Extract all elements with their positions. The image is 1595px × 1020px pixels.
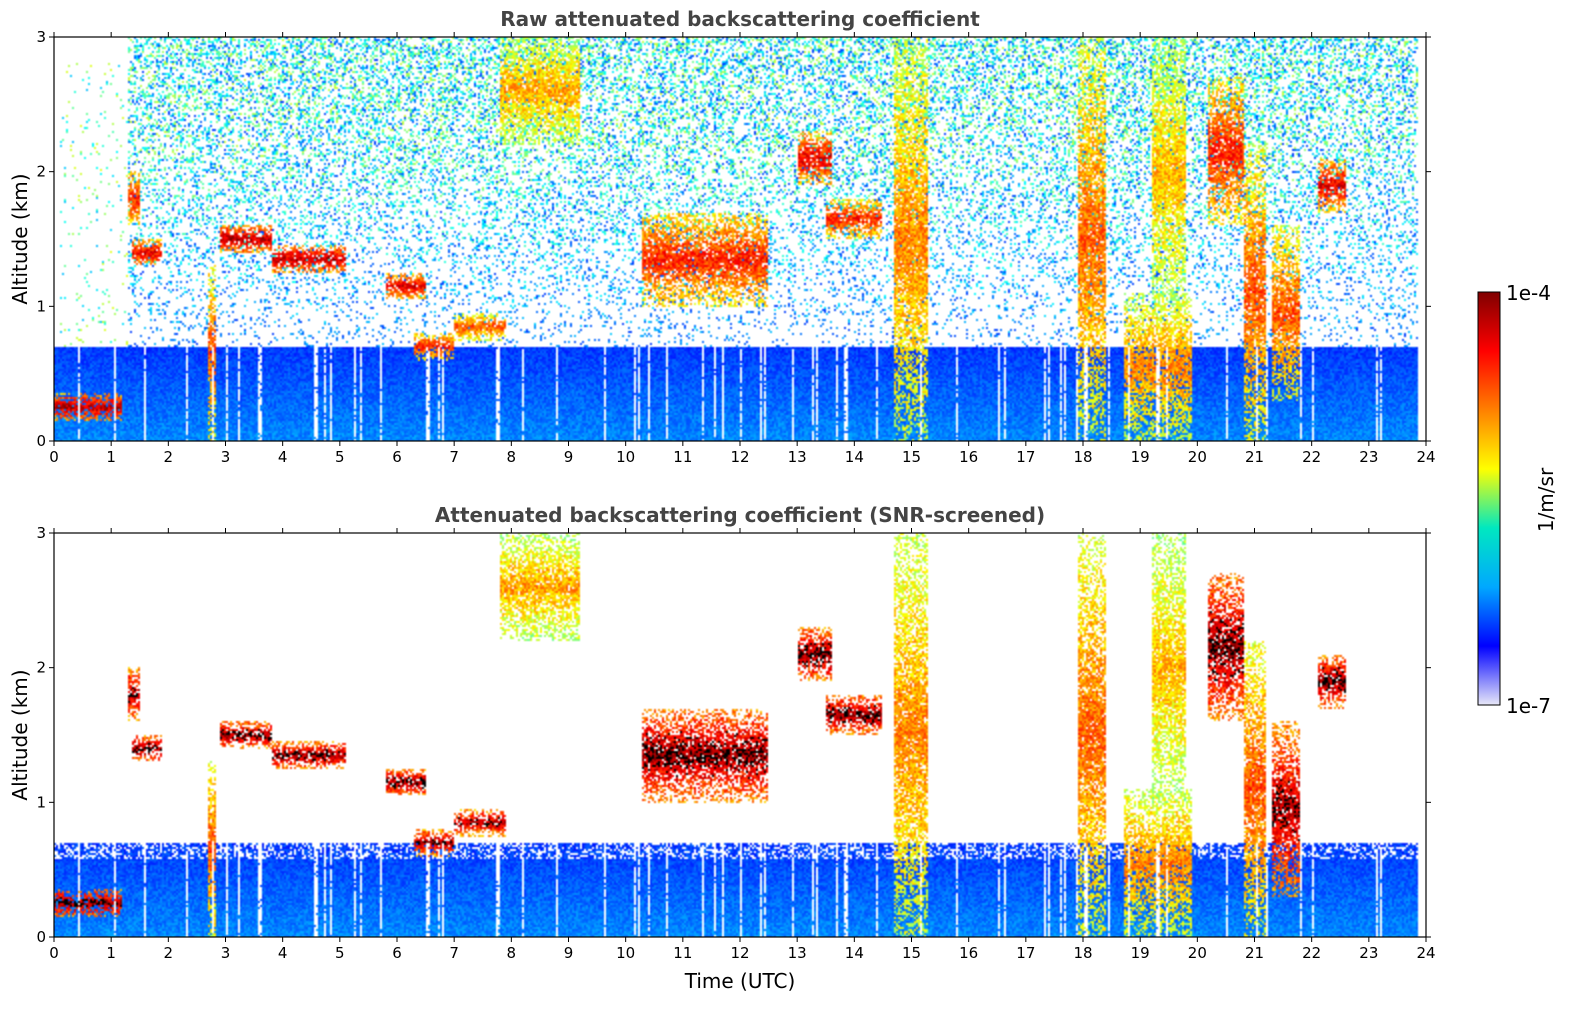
x-tick-label: 15	[902, 448, 921, 466]
x-tick-label: 23	[1359, 448, 1378, 466]
x-tick-label: 7	[449, 944, 459, 962]
x-tick-label: 14	[845, 448, 864, 466]
x-tick-label: 5	[335, 944, 345, 962]
y-tick-label: 3	[36, 28, 46, 46]
x-tick-label: 18	[1073, 944, 1092, 962]
panel-screened-xaxis: 0 1 2 3 4 5 6 7 8 9 10 11 12 13 14 15 16 17 18 19 20 21 22 23 24	[49, 528, 1436, 962]
panel-raw: Raw attenuated backscattering coefficien…	[8, 7, 1436, 466]
y-tick-label: 3	[36, 524, 46, 542]
x-tick-label: 8	[507, 944, 517, 962]
panel-raw-xaxis: 0 1 2 3 4 5 6 7 8 9 10 11 12 13 14 15 16 17 18 19 20 21 22 23 24	[49, 32, 1436, 466]
x-tick-label: 12	[730, 448, 749, 466]
x-tick-label: 17	[1016, 448, 1035, 466]
x-tick-label: 13	[788, 944, 807, 962]
panel-screened-xlabel: Time (UTC)	[684, 969, 796, 993]
x-tick-label: 1	[106, 944, 116, 962]
panel-screened-ylabel: Altitude (km)	[8, 669, 32, 800]
x-tick-label: 16	[959, 448, 978, 466]
colorbar-min-label: 1e-7	[1506, 694, 1551, 718]
colorbar-label: 1/m/sr	[1534, 467, 1558, 532]
x-tick-label: 3	[221, 448, 231, 466]
x-tick-label: 13	[788, 448, 807, 466]
panel-screened: Attenuated backscattering coefficient (S…	[8, 503, 1436, 993]
panel-screened-title: Attenuated backscattering coefficient (S…	[435, 503, 1045, 527]
x-tick-label: 5	[335, 448, 345, 466]
x-tick-label: 2	[164, 944, 174, 962]
x-tick-label: 9	[564, 944, 574, 962]
colorbar-gradient	[1477, 291, 1501, 706]
y-tick-label: 2	[36, 163, 46, 181]
x-tick-label: 8	[507, 448, 517, 466]
colorbar-max-label: 1e-4	[1506, 281, 1551, 305]
x-tick-label: 22	[1302, 944, 1321, 962]
x-tick-label: 20	[1188, 448, 1207, 466]
colorbar: 1e-4 1e-7 1/m/sr	[1477, 281, 1558, 718]
x-tick-label: 10	[616, 944, 635, 962]
x-tick-label: 0	[49, 944, 59, 962]
panel-screened-yaxis: 0 1 2 3	[36, 524, 1431, 946]
x-tick-label: 23	[1359, 944, 1378, 962]
x-tick-label: 4	[278, 944, 288, 962]
x-tick-label: 24	[1416, 944, 1435, 962]
x-tick-label: 3	[221, 944, 231, 962]
panel-raw-heatmap	[54, 37, 1426, 441]
y-tick-label: 2	[36, 659, 46, 677]
x-tick-label: 7	[449, 448, 459, 466]
x-tick-label: 10	[616, 448, 635, 466]
x-tick-label: 0	[49, 448, 59, 466]
x-tick-label: 20	[1188, 944, 1207, 962]
x-tick-label: 4	[278, 448, 288, 466]
x-tick-label: 21	[1245, 944, 1264, 962]
y-tick-label: 0	[36, 928, 46, 946]
x-tick-label: 24	[1416, 448, 1435, 466]
x-tick-label: 19	[1131, 944, 1150, 962]
x-tick-label: 2	[164, 448, 174, 466]
x-tick-label: 15	[902, 944, 921, 962]
x-tick-label: 14	[845, 944, 864, 962]
x-tick-label: 11	[673, 448, 692, 466]
x-tick-label: 6	[392, 448, 402, 466]
panel-screened-heatmap	[54, 533, 1426, 937]
x-tick-label: 12	[730, 944, 749, 962]
x-tick-label: 22	[1302, 448, 1321, 466]
y-tick-label: 1	[36, 297, 46, 315]
x-tick-label: 17	[1016, 944, 1035, 962]
x-tick-label: 16	[959, 944, 978, 962]
panel-raw-ylabel: Altitude (km)	[8, 173, 32, 304]
x-tick-label: 19	[1131, 448, 1150, 466]
x-tick-label: 6	[392, 944, 402, 962]
y-tick-label: 1	[36, 793, 46, 811]
x-tick-label: 18	[1073, 448, 1092, 466]
x-tick-label: 1	[106, 448, 116, 466]
panel-raw-yaxis: 0 1 2 3	[36, 28, 1431, 450]
x-tick-label: 21	[1245, 448, 1264, 466]
y-tick-label: 0	[36, 432, 46, 450]
x-tick-label: 11	[673, 944, 692, 962]
panel-raw-title: Raw attenuated backscattering coefficien…	[500, 7, 980, 31]
x-tick-label: 9	[564, 448, 574, 466]
